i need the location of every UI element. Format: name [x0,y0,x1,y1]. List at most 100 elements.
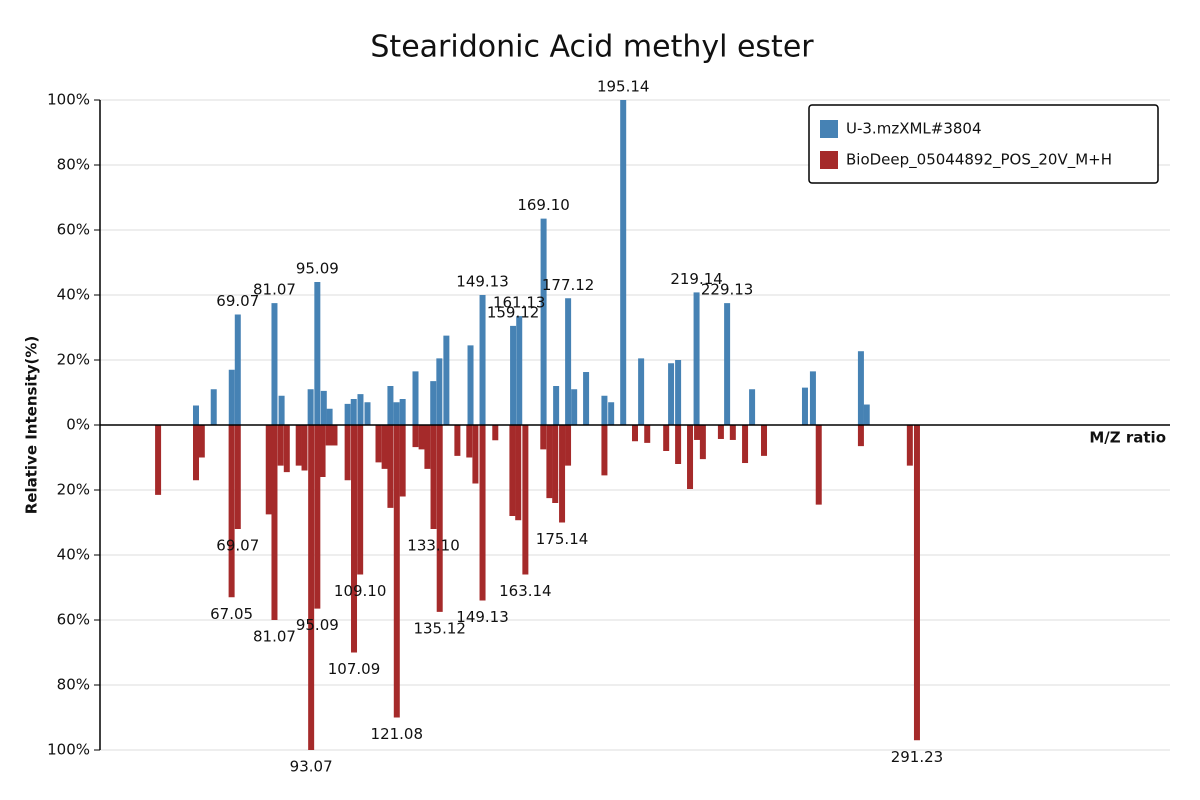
bar [583,372,590,425]
legend-swatch [820,120,838,138]
bar [301,425,308,471]
bar [608,402,615,425]
peak-label: 195.14 [597,78,650,96]
bar [320,390,327,425]
peak-label: 121.08 [371,725,424,743]
peak-label: 81.07 [253,628,296,646]
bar [761,425,768,456]
bar [675,360,682,425]
bar [663,425,670,451]
x-axis-label: M/Z ratio [1089,429,1166,447]
bar [381,425,388,469]
peak-label: 159.12 [487,303,540,321]
bar [393,402,400,425]
bar [295,425,302,466]
bar [192,425,199,481]
y-tick-label: 40% [57,546,90,564]
bar [466,425,473,458]
bar [344,403,351,425]
bar [265,425,272,515]
peak-label: 149.13 [456,608,509,626]
bar [319,425,326,477]
bar [724,303,731,425]
bar [314,425,321,609]
bar [559,425,566,523]
bar [351,425,358,653]
y-axis-label: Relative Intensity(%) [23,336,41,515]
peak-label: 169.10 [517,196,570,214]
bar [454,425,461,456]
bar [694,425,701,440]
chart-title: Stearidonic Acid methyl ester [370,30,814,65]
peak-label: 291.23 [891,748,944,766]
bar [357,394,364,425]
peak-label: 177.12 [542,276,595,294]
bar [326,408,333,425]
peak-label: 149.13 [456,273,509,291]
y-tick-label: 100% [47,741,90,759]
bar [430,381,437,425]
peak-label: 93.07 [290,758,333,776]
bar [668,363,675,425]
peak-label: 81.07 [253,281,296,299]
bar [399,399,406,425]
peak-label: 95.09 [296,260,339,278]
y-tick-label: 100% [47,91,90,109]
bar [412,425,419,448]
bar [699,425,706,460]
y-tick-label: 80% [57,156,90,174]
bar [271,425,278,620]
y-tick-label: 80% [57,676,90,694]
bar [192,405,199,425]
bar [749,389,756,425]
bar [687,425,694,490]
legend-swatch [820,151,838,169]
bar [277,425,284,466]
bar [387,386,394,425]
bar [479,425,486,601]
bar [571,389,578,425]
bar [510,325,517,425]
peak-label: 69.07 [216,537,259,555]
bar [644,425,651,443]
bar [412,371,419,425]
bar [509,425,516,516]
legend-label: U-3.mzXML#3804 [846,120,982,138]
peak-label: 95.09 [296,616,339,634]
peak-label: 161.13 [493,294,546,312]
bar [906,425,913,466]
bar [546,425,553,499]
bar [553,386,560,425]
peak-label: 135.12 [413,619,466,637]
bar [387,425,394,508]
bar [350,399,357,425]
y-tick-label: 20% [57,351,90,369]
bar [472,425,479,484]
legend-label: BioDeep_05044892_POS_20V_M+H [846,151,1112,170]
bar [399,425,406,497]
y-tick-label: 0% [66,416,90,434]
bar [436,358,443,425]
bar [424,425,431,469]
bar [717,425,724,439]
bar [430,425,437,529]
bar [375,425,382,463]
bar [308,425,315,750]
bar [325,425,332,446]
bar [443,335,450,425]
bar [913,425,920,741]
bar [863,404,870,425]
bar [565,425,572,466]
bar [620,100,627,425]
bar [314,282,321,425]
bar [632,425,638,442]
bar [601,425,608,476]
bar [516,316,523,425]
bar [857,425,864,447]
bar [210,389,217,425]
bar [271,303,278,425]
bar [729,425,736,440]
bar [393,425,400,718]
bar [234,425,241,529]
bar [344,425,351,481]
